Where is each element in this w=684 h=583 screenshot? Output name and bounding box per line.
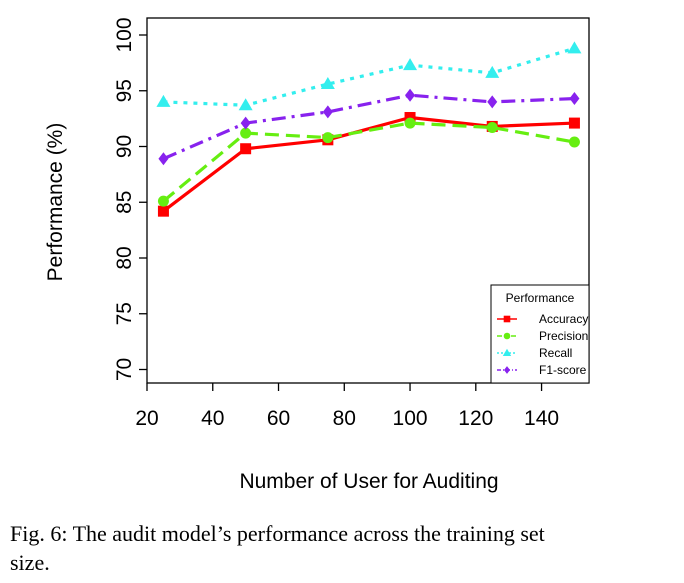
y-tick-label: 70 <box>113 358 136 381</box>
x-tick-label: 140 <box>524 407 559 430</box>
series-group <box>156 41 582 217</box>
series-line-precision <box>162 121 575 203</box>
data-point-accuracy <box>404 112 416 124</box>
legend-marker-accuracy <box>503 315 511 323</box>
data-point-f1-score <box>405 88 416 102</box>
series-accuracy <box>157 112 580 217</box>
x-tick-label: 20 <box>135 407 158 430</box>
data-point-accuracy <box>240 143 252 155</box>
data-point-recall <box>403 58 418 71</box>
plot-frame <box>146 17 590 384</box>
y-tick-label: 90 <box>113 135 136 158</box>
axes: 20 40 60 80 100 120 140 70 75 80 85 90 95 100 <box>113 17 590 430</box>
data-point-precision <box>157 195 169 207</box>
legend-label-precision: Precision <box>539 329 588 343</box>
data-point-f1-score <box>322 105 333 119</box>
y-tick-label: 80 <box>113 246 136 269</box>
data-point-precision <box>322 132 334 144</box>
data-point-precision <box>568 136 580 148</box>
series-line-recall <box>163 46 575 107</box>
x-tick-label: 100 <box>393 407 428 430</box>
y-axis-title: Performance (%) <box>44 123 67 282</box>
legend-label-f1-score: F1-score <box>539 363 587 377</box>
data-point-precision <box>404 117 416 129</box>
legend-marker-precision <box>503 332 511 340</box>
x-tick-label: 80 <box>333 407 356 430</box>
legend-item-accuracy: Accuracy <box>497 312 588 326</box>
caption-line-1: Fig. 6: The audit model’s performance ac… <box>10 521 545 546</box>
data-point-f1-score <box>487 95 498 109</box>
y-tick-label: 85 <box>113 191 136 214</box>
data-point-precision <box>240 127 252 139</box>
data-point-f1-score <box>240 116 251 130</box>
legend-item-recall: Recall <box>497 346 572 360</box>
series-precision <box>157 117 580 207</box>
data-point-f1-score <box>569 92 580 106</box>
x-tick-label: 60 <box>267 407 290 430</box>
data-point-recall <box>485 65 500 78</box>
data-point-recall <box>238 98 253 111</box>
legend-label-recall: Recall <box>539 346 572 360</box>
data-point-accuracy <box>157 205 169 217</box>
legend: Performance Accuracy Precision Recall F1-sco… <box>490 284 590 384</box>
data-point-recall <box>156 94 171 107</box>
data-point-accuracy <box>568 117 580 129</box>
series-line-f1-score <box>162 93 575 161</box>
series-f1-score <box>158 88 580 166</box>
legend-item-precision: Precision <box>497 329 588 343</box>
caption-line-2: size. <box>10 550 50 575</box>
y-tick-label: 95 <box>113 79 136 102</box>
data-point-recall <box>320 77 335 90</box>
x-tick-label: 120 <box>458 407 493 430</box>
legend-label-accuracy: Accuracy <box>539 312 588 326</box>
data-point-recall <box>567 41 582 54</box>
data-point-f1-score <box>158 152 169 166</box>
series-recall <box>156 41 582 111</box>
line-chart: 20 40 60 80 100 120 140 70 75 80 85 90 95 100 Perform… <box>44 17 590 493</box>
figure-caption: Fig. 6: The audit model’s performance ac… <box>10 519 680 577</box>
legend-marker-recall <box>502 348 512 356</box>
x-tick-label: 40 <box>201 407 224 430</box>
y-tick-label: 100 <box>113 17 136 52</box>
legend-title: Performance <box>506 291 575 305</box>
data-point-precision <box>486 122 498 134</box>
y-tick-label: 75 <box>113 302 136 325</box>
x-axis-title: Number of User for Auditing <box>239 470 498 493</box>
series-line-accuracy <box>162 115 575 213</box>
